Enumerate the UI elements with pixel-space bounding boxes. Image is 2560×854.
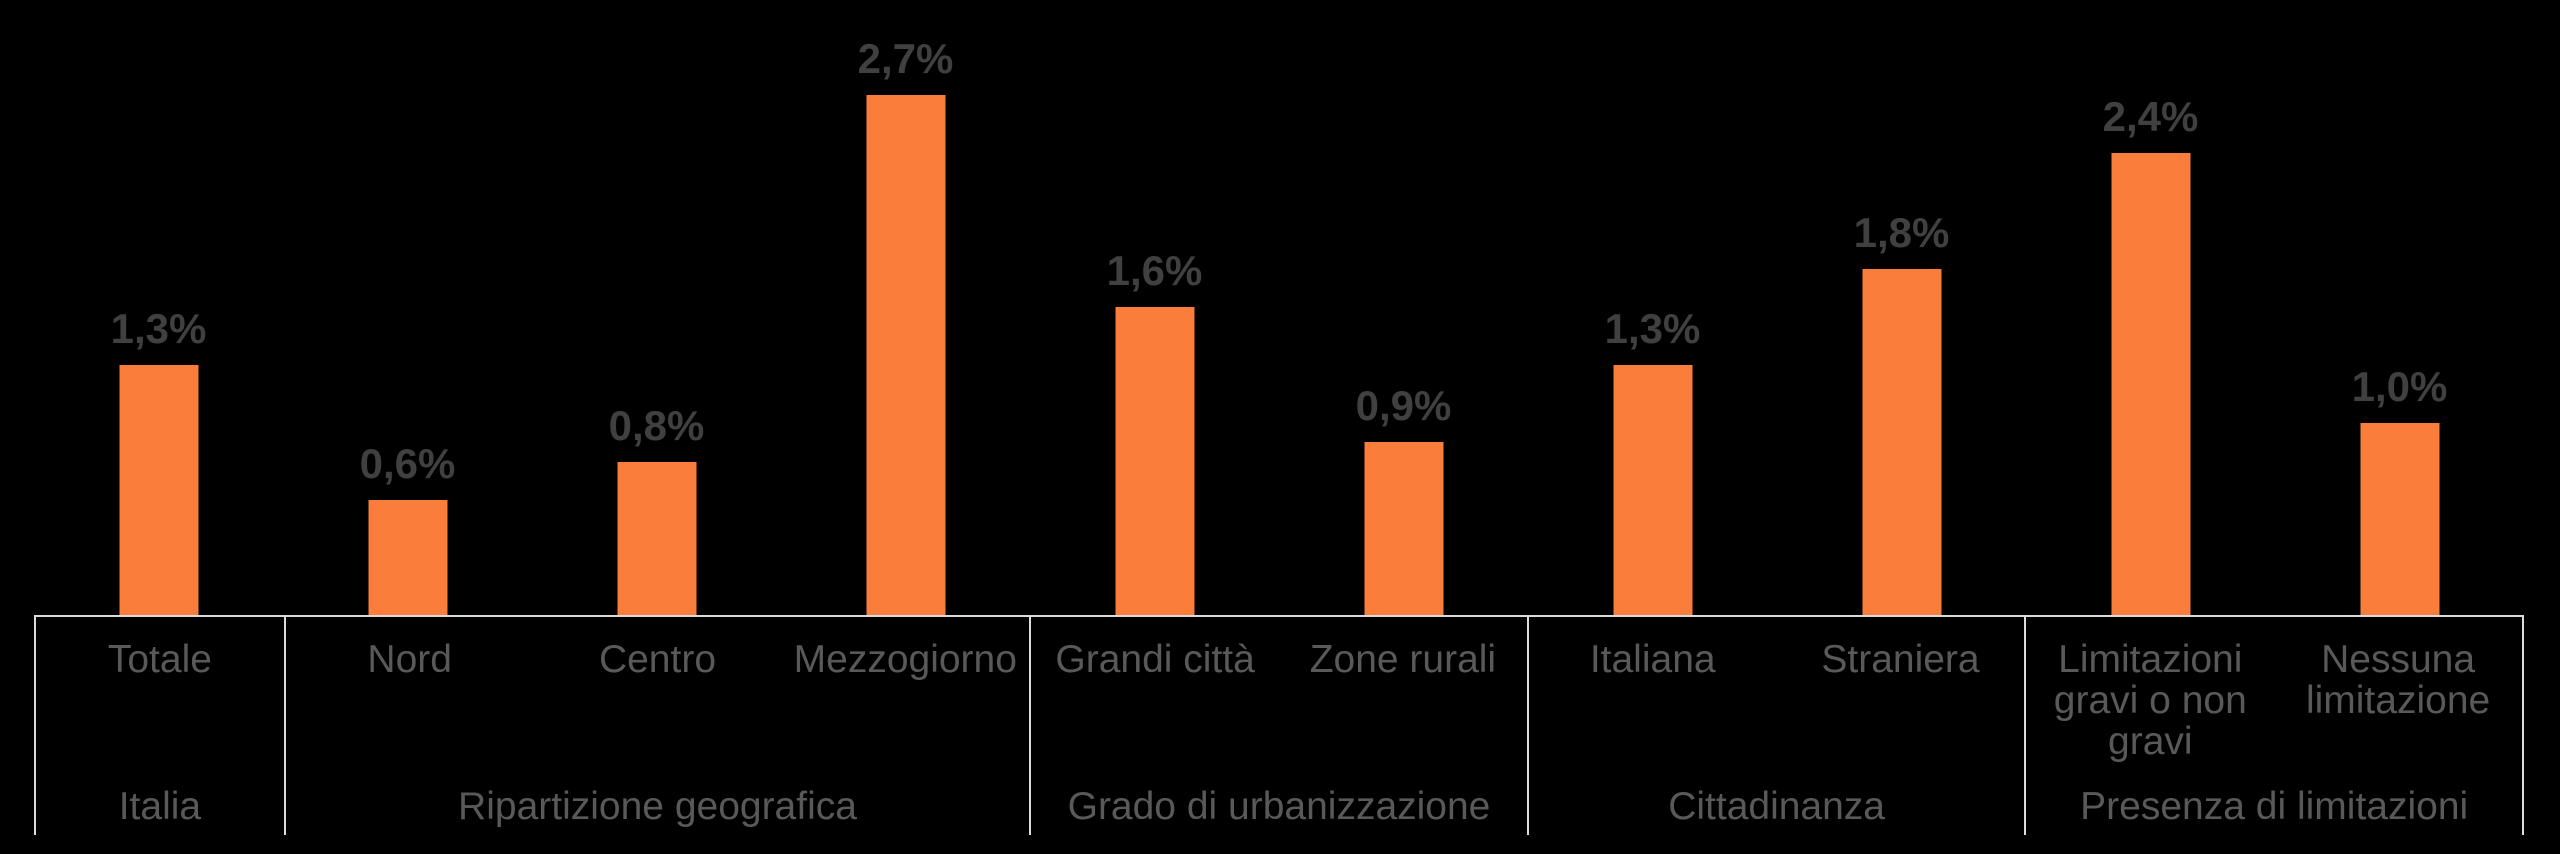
bar-slot: 1,3% bbox=[34, 0, 283, 616]
bar bbox=[119, 365, 198, 616]
category-label: Totale bbox=[107, 638, 212, 681]
group-label: Grado di urbanizzazione bbox=[1067, 785, 1491, 828]
category-label: Nord bbox=[367, 638, 452, 681]
category-label: Grandi città bbox=[1055, 638, 1255, 681]
bar-value-label: 1,3% bbox=[110, 305, 207, 352]
bar-slot: 1,8% bbox=[1777, 0, 2026, 616]
chart-group-1: 1,3% bbox=[34, 0, 283, 616]
axis-group-5: Limitazioni gravi o non gravi Nessuna lim… bbox=[2024, 616, 2524, 835]
bar-value-label: 1,6% bbox=[1106, 247, 1203, 294]
bar-value-label: 0,6% bbox=[359, 440, 456, 487]
bar bbox=[1613, 365, 1692, 616]
category-label: Centro bbox=[598, 638, 717, 681]
group-label: Italia bbox=[118, 785, 202, 828]
chart-group-3: 1,6% 0,9% bbox=[1030, 0, 1528, 616]
bar bbox=[368, 500, 447, 616]
axis-group-4: Italiana Straniera Cittadinanza bbox=[1526, 616, 2025, 835]
bar-slot: 0,6% bbox=[283, 0, 532, 616]
plot-area: 1,3% 0,6% 0,8% 2,7% 1,6% 0,9% 1,3% 1,8% 2,4% 1,0% bbox=[34, 0, 2524, 616]
category-label: Limitazioni gravi o non gravi bbox=[2053, 638, 2247, 763]
chart-group-5: 2,4% 1,0% bbox=[2026, 0, 2524, 616]
bar-slot: 0,9% bbox=[1279, 0, 1528, 616]
bar-value-label: 0,8% bbox=[608, 402, 705, 449]
bar bbox=[1364, 442, 1443, 616]
category-label: Italiana bbox=[1589, 638, 1716, 681]
bar-slot: 1,0% bbox=[2275, 0, 2524, 616]
category-label: Nessuna limitazione bbox=[2305, 638, 2491, 722]
x-axis-line bbox=[34, 615, 2524, 617]
category-label: Zone rurali bbox=[1309, 638, 1497, 681]
bar-slot: 1,3% bbox=[1528, 0, 1777, 616]
category-label: Straniera bbox=[1821, 638, 1980, 681]
group-label: Cittadinanza bbox=[1668, 785, 1885, 828]
axis-group-1: Totale Italia bbox=[34, 616, 284, 835]
group-label: Ripartizione geografica bbox=[458, 785, 857, 828]
bar-slot: 1,6% bbox=[1030, 0, 1279, 616]
category-axis: Totale Italia Nord Centro Mezzogiorno Riparti… bbox=[34, 616, 2524, 835]
bar bbox=[1115, 307, 1194, 616]
chart-group-4: 1,3% 1,8% bbox=[1528, 0, 2026, 616]
bar-value-label: 2,7% bbox=[857, 35, 954, 82]
bar bbox=[1862, 269, 1941, 616]
bar-slot: 2,7% bbox=[781, 0, 1030, 616]
bar bbox=[866, 95, 945, 616]
bar bbox=[617, 462, 696, 616]
category-label: Mezzogiorno bbox=[793, 638, 1017, 681]
chart-group-2: 0,6% 0,8% 2,7% bbox=[283, 0, 1030, 616]
axis-group-3: Grandi città Zone rurali Grado di urbanizz… bbox=[1029, 616, 1527, 835]
bar-slot: 2,4% bbox=[2026, 0, 2275, 616]
axis-group-2: Nord Centro Mezzogiorno Ripartizione geogra… bbox=[283, 616, 1029, 835]
bar-value-label: 1,8% bbox=[1853, 209, 1950, 256]
bar bbox=[2111, 153, 2190, 616]
bar-value-label: 0,9% bbox=[1355, 382, 1452, 429]
bar-slot: 0,8% bbox=[532, 0, 781, 616]
group-label: Presenza di limitazioni bbox=[2080, 785, 2469, 828]
bar-value-label: 1,3% bbox=[1604, 305, 1701, 352]
bar-value-label: 2,4% bbox=[2102, 93, 2199, 140]
bar-value-label: 1,0% bbox=[2351, 363, 2448, 410]
bar bbox=[2360, 423, 2439, 616]
